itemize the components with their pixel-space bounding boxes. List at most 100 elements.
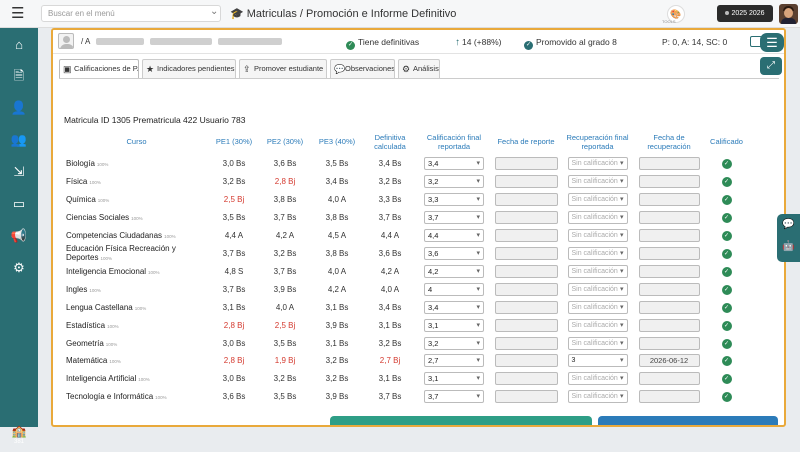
- final-grade-select[interactable]: 3,1: [424, 372, 484, 386]
- recovery-grade-select[interactable]: 3: [567, 354, 628, 368]
- home-icon[interactable]: ⌂: [15, 37, 23, 52]
- tab-observaciones[interactable]: 💬 Observaciones: [330, 59, 395, 78]
- user-avatar[interactable]: [779, 4, 798, 24]
- recovery-grade-select[interactable]: Sin calificación: [567, 175, 628, 189]
- tab-indicadores[interactable]: ★ Indicadores pendientes: [142, 59, 236, 78]
- definitiva-cell: 4,2 A: [380, 267, 400, 277]
- final-grade-select[interactable]: 4,2: [424, 265, 484, 279]
- final-grade-select[interactable]: 3,6: [424, 246, 484, 260]
- hamburger-menu-icon[interactable]: ☰: [11, 5, 25, 22]
- final-grade-select[interactable]: 3,4: [424, 300, 484, 314]
- report-date-field[interactable]: [494, 300, 558, 314]
- final-grade-select[interactable]: 3,2: [424, 175, 484, 189]
- recovery-date-field[interactable]: [638, 318, 700, 332]
- robot-icon[interactable]: 🤖: [782, 241, 795, 252]
- palette-icon[interactable]: 🎨: [667, 5, 685, 23]
- column-header: Definitiva calculada: [374, 132, 406, 151]
- recovery-grade-select[interactable]: Sin calificación: [567, 318, 628, 332]
- pe2-cell: 3,5 Bs: [273, 391, 297, 401]
- table-row: Lengua Castellana 100% 3,1 Bs 4,0 A 3,1 Bs 3,…: [64, 299, 749, 317]
- recovery-grade-select[interactable]: Sin calificación: [567, 246, 628, 260]
- school-icon[interactable]: 🏫 381: [6, 424, 32, 452]
- report-date-field[interactable]: [494, 389, 558, 403]
- report-date-field[interactable]: [494, 318, 558, 332]
- floating-helper[interactable]: 💬 🤖: [777, 214, 800, 262]
- users-icon[interactable]: 👥: [10, 132, 28, 147]
- recovery-date-field[interactable]: [638, 372, 700, 386]
- report-date-field[interactable]: [494, 265, 558, 279]
- recovery-date-cell: [634, 173, 704, 191]
- recovery-grade-select[interactable]: Sin calificación: [567, 210, 628, 224]
- document-icon[interactable]: 🗎: [13, 68, 25, 83]
- course-name: Educación Física Recreación y Deportes: [66, 243, 176, 262]
- menu-search-input[interactable]: Buscar en el menú: [41, 5, 221, 22]
- course-name: Ciencias Sociales: [66, 212, 130, 222]
- final-grade-select[interactable]: 2,7: [424, 354, 484, 368]
- recovery-date-field[interactable]: [638, 336, 700, 350]
- table-row: Matemática 100% 2,8 Bj 1,9 Bj 3,2 Bs 2,7 Bj 2,…: [64, 352, 749, 370]
- report-date-field[interactable]: [494, 228, 558, 242]
- final-grade-select[interactable]: 3,2: [424, 336, 484, 350]
- recovery-date-cell: [634, 388, 704, 406]
- recovery-date-field[interactable]: 2026-06-12: [638, 354, 700, 368]
- primary-action-button[interactable]: [330, 416, 592, 425]
- school-year-badge[interactable]: 2025 2026: [717, 5, 773, 22]
- recovery-grade-select[interactable]: Sin calificación: [567, 336, 628, 350]
- final-grade-select[interactable]: 4,4: [424, 228, 484, 242]
- graded-cell: ✓: [704, 370, 749, 388]
- final-grade-select[interactable]: 3,1: [424, 318, 484, 332]
- report-date-field[interactable]: [494, 157, 558, 171]
- tab-promover[interactable]: ⇪ Promover estudiante: [239, 59, 327, 78]
- file-export-icon[interactable]: ⇲: [13, 164, 25, 179]
- recovery-grade-cell: Sin calificación: [561, 155, 634, 173]
- final-grade-select[interactable]: 3,7: [424, 389, 484, 403]
- report-date-field[interactable]: [494, 283, 558, 297]
- recovery-grade-select[interactable]: Sin calificación: [567, 157, 628, 171]
- recovery-grade-select[interactable]: Sin calificación: [567, 265, 628, 279]
- options-menu-button[interactable]: ☰: [760, 33, 784, 52]
- recovery-grade-select[interactable]: Sin calificación: [567, 372, 628, 386]
- definitiva-cell: 3,1 Bs: [378, 320, 402, 330]
- recovery-grade-select[interactable]: Sin calificación: [567, 389, 628, 403]
- recovery-date-field[interactable]: [638, 246, 700, 260]
- report-date-field[interactable]: [494, 175, 558, 189]
- recovery-date-field[interactable]: [638, 192, 700, 206]
- tab-calificaciones[interactable]: ▣ Calificaciones de PA: [59, 59, 139, 79]
- table-row: Educación Física Recreación y Deportes 10…: [64, 244, 749, 263]
- report-date-field[interactable]: [494, 192, 558, 206]
- student-add-icon[interactable]: 👤: [10, 100, 28, 115]
- report-date-field[interactable]: [494, 354, 558, 368]
- secondary-action-button[interactable]: [598, 416, 778, 425]
- chat-icon[interactable]: 💬: [782, 219, 795, 230]
- final-grade-select[interactable]: 4: [424, 283, 484, 297]
- recovery-grade-select[interactable]: Sin calificación: [567, 283, 628, 297]
- recovery-grade-select[interactable]: Sin calificación: [567, 192, 628, 206]
- recovery-grade-select[interactable]: Sin calificación: [567, 300, 628, 314]
- recovery-date-field[interactable]: [638, 157, 700, 171]
- tab-analisis[interactable]: ⚙ Análisis: [398, 59, 440, 78]
- recovery-date-field[interactable]: [638, 265, 700, 279]
- report-date-field[interactable]: [494, 336, 558, 350]
- report-date-field[interactable]: [494, 246, 558, 260]
- final-grade-select[interactable]: 3,4: [424, 157, 484, 171]
- recovery-date-field[interactable]: [638, 389, 700, 403]
- final-grade-select[interactable]: 3,3: [424, 192, 484, 206]
- megaphone-icon[interactable]: 📢: [10, 228, 28, 243]
- final-grade-select[interactable]: 3,7: [424, 210, 484, 224]
- recovery-grade-select[interactable]: Sin calificación: [567, 228, 628, 242]
- report-date-field[interactable]: [494, 372, 558, 386]
- recovery-date-field[interactable]: [638, 210, 700, 224]
- recovery-date-field[interactable]: [638, 300, 700, 314]
- recovery-date-field[interactable]: [638, 228, 700, 242]
- course-name-cell: Tecnología e Informática 100%: [64, 388, 209, 406]
- tab-label: Análisis: [413, 64, 439, 73]
- recovery-date-field[interactable]: [638, 283, 700, 297]
- recovery-grade-cell: Sin calificación: [561, 316, 634, 334]
- credit-card-icon[interactable]: ▭: [12, 196, 26, 211]
- report-date-field[interactable]: [494, 210, 558, 224]
- gear-icon[interactable]: ⚙: [13, 260, 25, 275]
- chevron-down-icon[interactable]: ⌄: [210, 6, 219, 17]
- recovery-date-field[interactable]: [638, 175, 700, 189]
- course-name: Estadística: [66, 320, 106, 330]
- expand-icon[interactable]: ⤢: [760, 57, 782, 75]
